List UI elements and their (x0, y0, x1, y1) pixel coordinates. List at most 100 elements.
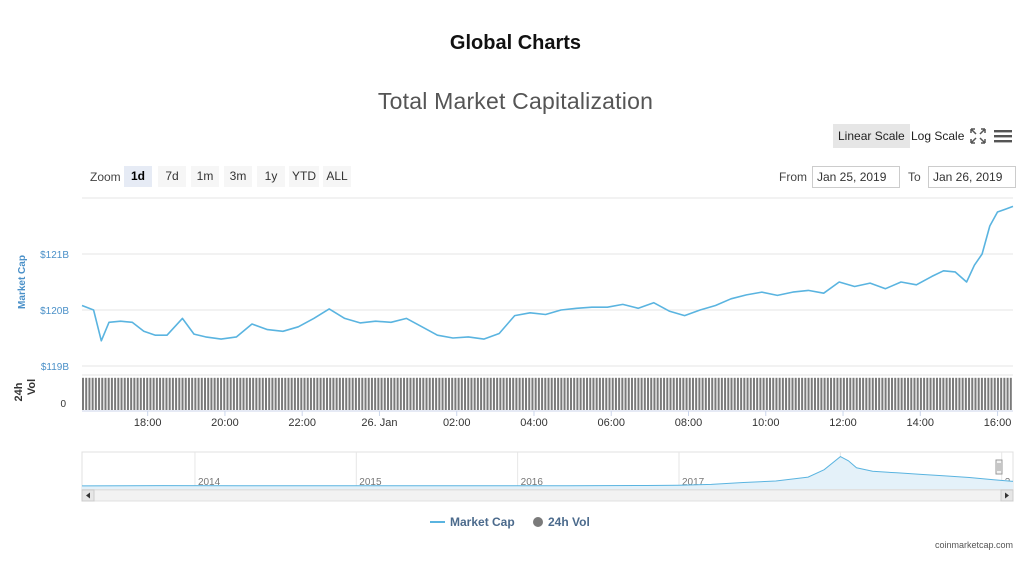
zoom-1d-button[interactable]: 1d (124, 166, 152, 187)
volume-bar (977, 377, 980, 410)
volume-bar (380, 377, 383, 410)
volume-bar (531, 377, 534, 410)
zoom-ytd-button[interactable]: YTD (289, 166, 319, 187)
volume-bar (114, 377, 117, 410)
volume-bar (640, 377, 643, 410)
navigator-line (81, 456, 1014, 487)
volume-bar (778, 377, 781, 410)
volume-bar (935, 377, 938, 410)
x-tick-label: 12:00 (829, 417, 857, 429)
volume-bar (470, 377, 473, 410)
volume-bar (104, 377, 107, 410)
volume-bar (419, 377, 422, 410)
x-tick-label: 10:00 (752, 417, 780, 429)
market-cap-line (81, 205, 1014, 342)
expand-icon[interactable] (970, 128, 986, 144)
volume-bar (406, 377, 409, 410)
volume-bar (797, 377, 800, 410)
volume-bar (695, 377, 698, 410)
volume-axis-label: 24h (13, 382, 25, 401)
volume-bar (178, 377, 181, 410)
volume-bar (955, 377, 958, 410)
volume-bar (682, 377, 685, 410)
volume-bar (159, 377, 162, 410)
volume-bar (923, 377, 926, 410)
volume-bar (775, 377, 778, 410)
volume-bar (200, 377, 203, 410)
volume-bar (618, 377, 621, 410)
volume-bar (874, 377, 877, 410)
volume-bar (881, 377, 884, 410)
volume-bar (480, 377, 483, 410)
volume-bar (541, 377, 544, 410)
volume-bar (553, 377, 556, 410)
volume-bar (990, 377, 993, 410)
volume-bar (226, 377, 229, 410)
volume-bar (624, 377, 627, 410)
volume-bar (126, 377, 129, 410)
log-scale-button[interactable]: Log Scale (911, 129, 965, 143)
volume-bar (980, 377, 983, 410)
volume-bar (142, 377, 146, 410)
volume-bar (374, 377, 377, 410)
volume-bar (637, 377, 640, 410)
volume-bar (431, 377, 434, 410)
volume-bar (499, 377, 502, 410)
volume-bar (508, 377, 511, 410)
volume-bar (415, 377, 418, 410)
grid-lines (82, 197, 1013, 376)
scroll-right-arrow-icon (1005, 492, 1009, 499)
volume-bar (765, 377, 768, 410)
volume-bar (345, 377, 348, 410)
volume-bar (813, 377, 816, 410)
volume-axis-label-2: Vol (26, 379, 38, 395)
volume-bar (794, 377, 797, 410)
volume-bar (698, 377, 701, 410)
zoom-1m-button[interactable]: 1m (191, 166, 219, 187)
volume-bar (891, 377, 894, 410)
volume-bar (865, 377, 868, 410)
volume-bar (444, 377, 447, 410)
x-tick-label: 08:00 (675, 417, 703, 429)
zoom-all-button[interactable]: ALL (323, 166, 351, 187)
volume-bar (948, 377, 951, 410)
zoom-1y-button[interactable]: 1y (257, 166, 285, 187)
volume-bar (319, 377, 322, 410)
navigator[interactable]: 201420152016201720182 (81, 451, 1014, 502)
volume-bar (679, 377, 682, 410)
legend-item-label: 24h Vol (548, 515, 590, 529)
volume-bar (306, 377, 309, 410)
volume-bar (839, 377, 842, 410)
zoom-3m-button[interactable]: 3m (224, 166, 252, 187)
volume-bar (329, 377, 332, 410)
volume-bar (460, 377, 463, 410)
volume-bar (675, 377, 678, 410)
linear-scale-button[interactable]: Linear Scale (833, 124, 910, 148)
volume-bar (945, 377, 948, 410)
volume-bar (830, 377, 833, 410)
volume-series (82, 377, 1012, 410)
volume-bar (293, 377, 296, 410)
volume-bar (769, 377, 772, 410)
volume-bar (181, 377, 184, 410)
volume-bar (730, 377, 733, 410)
volume-bar (871, 377, 874, 410)
volume-bar (175, 377, 178, 410)
volume-bar (435, 377, 438, 410)
credit-link[interactable]: coinmarketcap.com (934, 540, 1013, 550)
hamburger-menu-icon[interactable] (994, 128, 1012, 144)
from-date-input[interactable] (812, 166, 900, 188)
navigator-scrollbar (81, 489, 1014, 502)
volume-bar (573, 377, 576, 410)
volume-bar (473, 377, 476, 410)
zoom-7d-button[interactable]: 7d (158, 166, 186, 187)
volume-bar (284, 377, 287, 410)
volume-bar (528, 377, 531, 410)
volume-bar (451, 377, 454, 410)
volume-bar (518, 377, 521, 410)
volume-bar (390, 377, 393, 410)
x-tick-label: 14:00 (907, 417, 935, 429)
legend[interactable]: Market Cap 24h Vol (430, 515, 590, 529)
to-date-input[interactable] (928, 166, 1016, 188)
volume-bar (85, 377, 88, 410)
